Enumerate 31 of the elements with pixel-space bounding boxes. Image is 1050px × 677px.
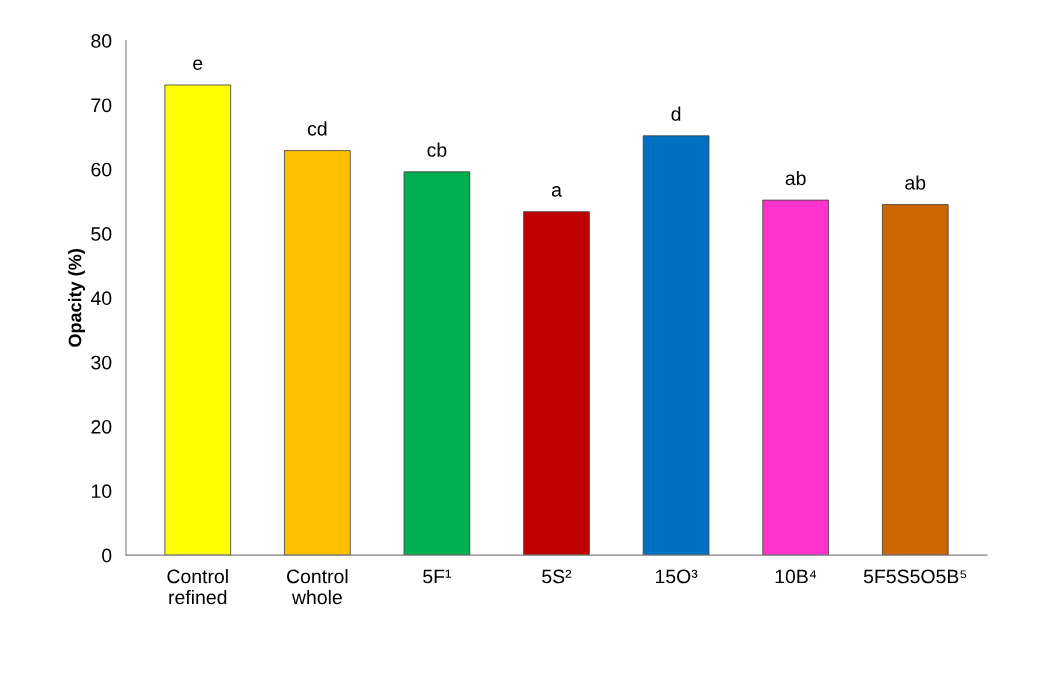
y-tick-label: 60 [91,162,112,177]
y-tick-label: 0 [102,548,112,563]
annotation: a [551,186,562,197]
annotation: ab [785,170,806,186]
bar [164,84,232,556]
x-tick-label: 15O³ [655,569,698,584]
bar [762,199,829,556]
annotation: cb [427,142,447,157]
x-tick-label: 10B⁴ [775,569,817,584]
annotation: d [671,106,681,121]
y-axis-title: Opacity (%) [68,249,85,347]
y-tick-label: 30 [91,355,112,370]
x-tick-label: Control whole [286,569,348,605]
bar [403,171,471,556]
bar [523,211,590,556]
y-tick-label: 50 [91,227,112,241]
annotation: ab [905,175,926,190]
annotation: cd [307,121,327,136]
y-tick-label: 10 [91,484,112,499]
x-tick-label: 5F5S5O5B⁵ [863,569,967,584]
y-tick-label: 80 [91,34,112,48]
y-tick-label: 70 [91,98,112,113]
bar [881,204,949,556]
bar [284,150,351,556]
bar [642,135,710,556]
x-tick-label: Control refined [167,569,228,605]
annotation: e [193,59,203,71]
y-tick-label: 20 [91,419,112,434]
x-tick-label: 5F¹ [423,569,452,584]
x-tick-label: 5S² [542,569,572,584]
y-tick-label: 40 [90,291,112,306]
